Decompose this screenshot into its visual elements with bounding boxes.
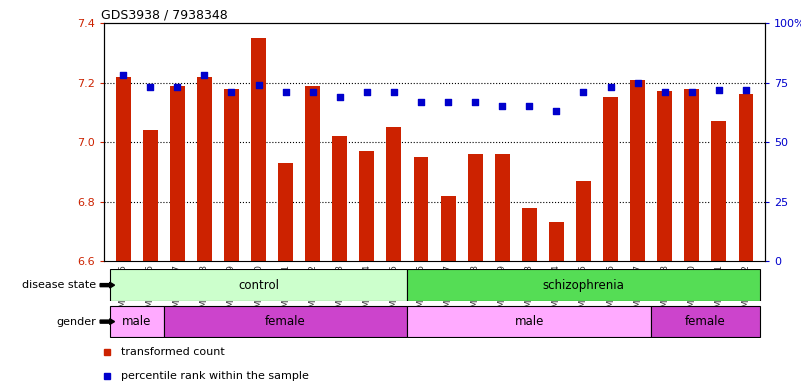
Bar [386, 127, 401, 261]
Point [523, 103, 536, 109]
Point [686, 89, 698, 95]
Bar [495, 154, 509, 261]
Bar [651, 306, 759, 337]
Point [117, 72, 130, 78]
Bar [468, 154, 483, 261]
Bar [197, 77, 211, 261]
Bar [684, 89, 699, 261]
Point [252, 82, 265, 88]
Bar [110, 270, 408, 301]
Text: percentile rank within the sample: percentile rank within the sample [121, 371, 308, 381]
Point [469, 99, 481, 105]
Text: control: control [238, 279, 279, 291]
Text: transformed count: transformed count [121, 347, 224, 358]
Bar [630, 79, 645, 261]
Point [739, 87, 752, 93]
Point [360, 89, 373, 95]
Point [306, 89, 319, 95]
Bar [305, 86, 320, 261]
Point [333, 94, 346, 100]
Text: schizophrenia: schizophrenia [542, 279, 625, 291]
Point [631, 79, 644, 86]
Bar [603, 98, 618, 261]
Bar [413, 157, 429, 261]
Bar [110, 306, 163, 337]
Text: male: male [515, 315, 544, 328]
Point [143, 84, 156, 90]
Point [415, 99, 428, 105]
Bar [576, 181, 591, 261]
Point [280, 89, 292, 95]
Point [713, 87, 726, 93]
Point [388, 89, 400, 95]
Bar [658, 91, 672, 261]
Point [577, 89, 590, 95]
Bar [170, 86, 185, 261]
Bar [441, 196, 456, 261]
Text: disease state: disease state [22, 280, 96, 290]
Bar [522, 208, 537, 261]
Bar [163, 306, 408, 337]
Text: GDS3938 / 7938348: GDS3938 / 7938348 [101, 9, 227, 22]
Text: female: female [685, 315, 726, 328]
Point [496, 103, 509, 109]
Bar [143, 130, 158, 261]
Point [550, 108, 563, 114]
Bar [278, 163, 293, 261]
Bar [549, 222, 564, 261]
Bar [739, 94, 754, 261]
Point [658, 89, 671, 95]
Bar [332, 136, 347, 261]
Bar [224, 89, 239, 261]
Point [171, 84, 183, 90]
Text: male: male [122, 315, 151, 328]
Point [225, 89, 238, 95]
Bar [408, 270, 759, 301]
Bar [115, 77, 131, 261]
Bar [251, 38, 266, 261]
Bar [360, 151, 374, 261]
Bar [711, 121, 727, 261]
Text: female: female [265, 315, 306, 328]
Point [441, 99, 454, 105]
Text: gender: gender [56, 316, 96, 327]
Bar [408, 306, 651, 337]
Point [198, 72, 211, 78]
Point [604, 84, 617, 90]
